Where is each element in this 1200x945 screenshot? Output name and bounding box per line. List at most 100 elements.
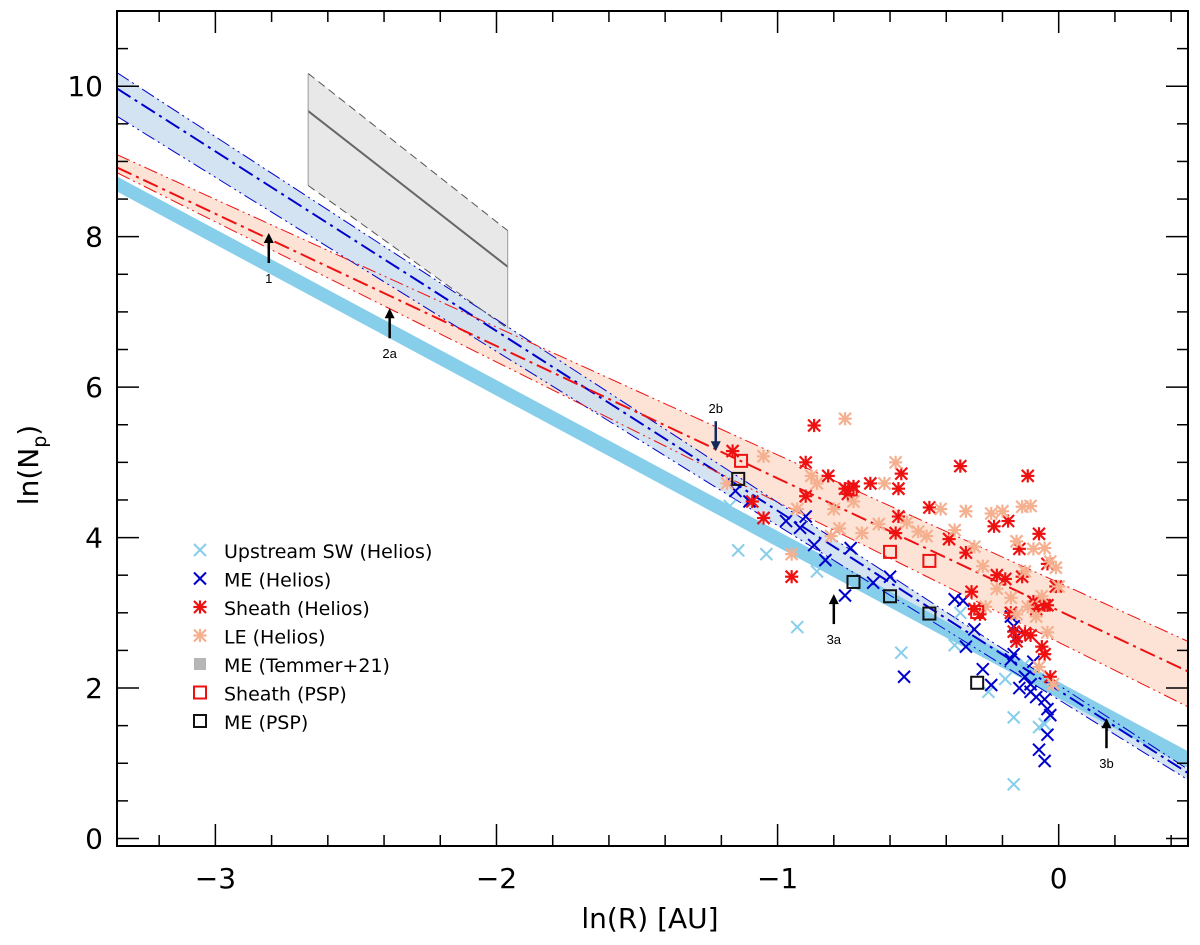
data-point	[723, 499, 737, 513]
data-point	[793, 521, 807, 535]
data-point	[970, 605, 985, 620]
data-point	[894, 466, 909, 481]
data-point	[1007, 710, 1021, 725]
legend-label: ME (Helios)	[224, 570, 331, 592]
data-point	[959, 639, 973, 654]
data-point	[959, 504, 973, 519]
data-point	[984, 678, 998, 692]
x-tick-label: −2	[476, 862, 517, 895]
legend-label: Sheath (Helios)	[224, 598, 370, 620]
legend-label: Sheath (PSP)	[224, 684, 347, 706]
data-point	[984, 506, 999, 521]
annotation-label: 3a	[827, 632, 842, 647]
y-tick-label: 2	[85, 672, 103, 705]
legend-label: Upstream SW (Helios)	[224, 541, 432, 563]
legend-marker	[193, 714, 207, 728]
data-point	[846, 574, 861, 589]
annotation-arrow-1: 1	[263, 233, 274, 286]
data-point	[894, 645, 908, 660]
data-point	[790, 502, 805, 516]
data-point	[990, 581, 1004, 596]
data-point	[798, 489, 813, 503]
data-point	[832, 521, 847, 536]
data-point	[1007, 777, 1021, 792]
data-point	[1032, 660, 1046, 674]
data-point	[1043, 669, 1058, 684]
data-point	[807, 418, 821, 433]
data-point	[843, 541, 858, 555]
x-tick-label: 0	[1050, 862, 1068, 895]
series-le-helios-	[720, 411, 1066, 692]
data-point	[987, 519, 1001, 534]
data-point	[1035, 589, 1049, 604]
data-point	[810, 476, 824, 491]
data-point	[995, 504, 1010, 519]
temmer21-band	[308, 73, 508, 329]
axis-ticks-layer: −3 −2 −1 0 0 2 4 6 8 10	[67, 11, 1188, 895]
annotation-arrow-2a: 2a	[382, 308, 398, 361]
data-point	[1051, 579, 1066, 594]
data-point	[1009, 607, 1024, 622]
annotation-label: 3b	[1099, 756, 1113, 771]
y-tick-label: 10	[67, 70, 103, 103]
data-point	[1035, 639, 1049, 654]
data-point	[863, 476, 878, 491]
x-axis-title: ln(R) [AU]	[581, 902, 718, 935]
data-point	[922, 553, 937, 568]
temmer21-fit-line	[307, 110, 509, 268]
data-point	[1012, 542, 1027, 556]
data-point	[981, 685, 996, 699]
annotation-label: 2a	[382, 346, 397, 361]
y-axis-title: ln(Np)	[12, 425, 51, 505]
legend-entry: Sheath (PSP)	[193, 684, 347, 706]
plot-frame	[116, 10, 1189, 847]
data-point	[1009, 534, 1024, 549]
y-tick-label: 0	[85, 822, 103, 855]
data-points-layer	[720, 411, 1066, 792]
legend-entry: ME (PSP)	[193, 712, 308, 734]
series-sheath-helios-	[725, 418, 1063, 684]
y-axis-title-main: ln(N	[12, 448, 45, 505]
legend-marker	[193, 600, 207, 614]
data-point	[1037, 717, 1052, 731]
data-point	[877, 476, 892, 491]
data-point	[922, 500, 937, 515]
data-point	[970, 675, 985, 690]
legend-marker	[193, 571, 207, 586]
data-point	[1037, 541, 1052, 555]
data-point	[978, 600, 993, 614]
data-point	[942, 532, 956, 546]
data-point	[1023, 499, 1038, 513]
data-point	[838, 411, 852, 426]
data-point	[1040, 625, 1055, 640]
legend-marker	[193, 628, 207, 643]
data-point	[756, 449, 771, 464]
legend-entry: ME (Helios)	[193, 570, 331, 592]
data-point	[866, 576, 880, 590]
data-point	[1004, 590, 1018, 605]
data-point	[900, 515, 914, 530]
data-point	[784, 569, 799, 584]
data-point	[897, 670, 911, 684]
data-point	[1023, 628, 1038, 643]
data-point	[798, 455, 813, 470]
data-point	[846, 479, 861, 494]
legend-entry: LE (Helios)	[193, 627, 326, 649]
data-point	[883, 589, 898, 604]
data-point	[959, 545, 973, 560]
legend-label: LE (Helios)	[224, 627, 326, 649]
series-sheath-psp-	[734, 453, 985, 620]
data-point	[720, 476, 734, 491]
data-point	[1032, 527, 1046, 541]
y-axis-title-close: )	[12, 425, 45, 436]
legend-marker	[194, 658, 206, 670]
data-point	[976, 559, 990, 573]
data-point	[1029, 609, 1043, 624]
data-point	[804, 469, 819, 483]
data-point	[933, 502, 948, 516]
data-point	[888, 526, 903, 540]
y-tick-label: 6	[85, 371, 103, 404]
y-tick-label: 4	[85, 522, 103, 555]
me-helios-upper-line	[117, 72, 1188, 770]
